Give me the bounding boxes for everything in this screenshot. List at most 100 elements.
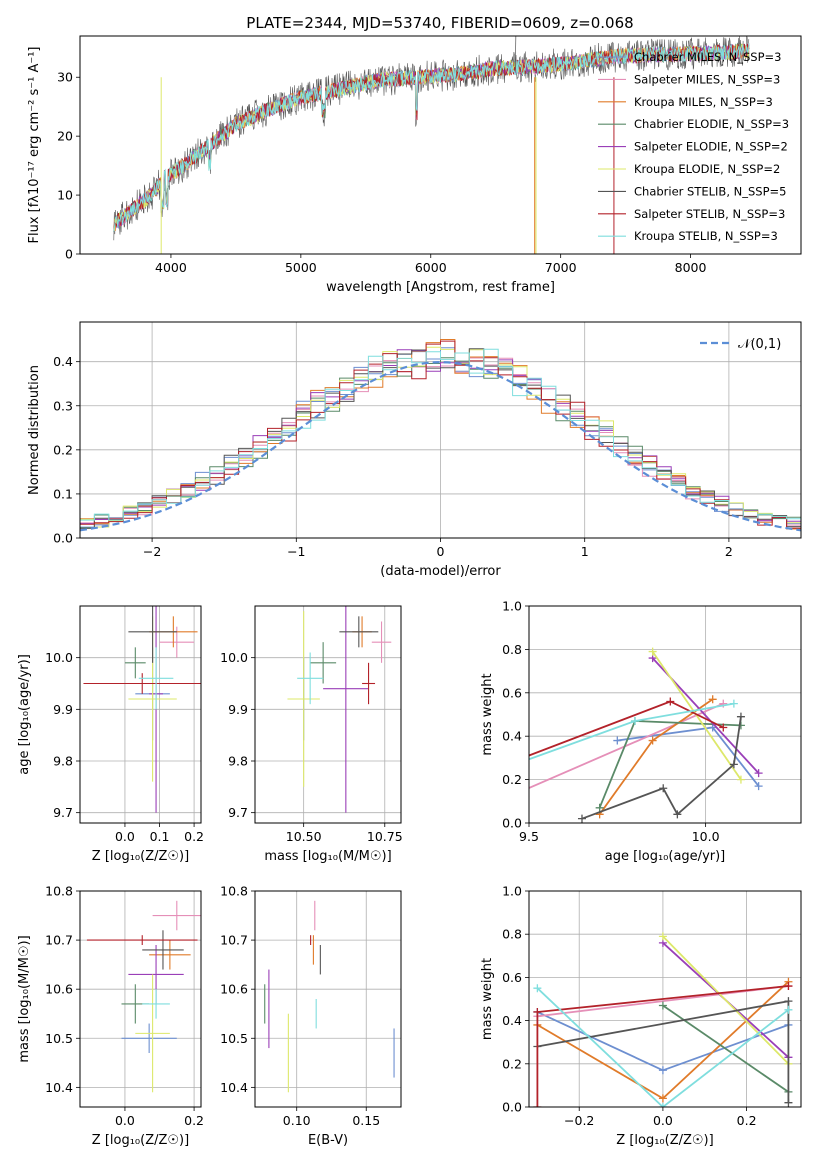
y-tick-label: 0.4 bbox=[53, 354, 73, 369]
legend-label: Salpeter ELODIE, N_SSP=2 bbox=[634, 140, 788, 154]
legend-label: Kroupa MILES, N_SSP=3 bbox=[634, 95, 773, 109]
y-axis-label: Flux [fλ10⁻¹⁷ erg cm⁻² s⁻¹ A⁻¹] bbox=[27, 47, 42, 244]
weight-marker bbox=[784, 982, 793, 991]
weight-marker bbox=[454, 815, 462, 823]
x-tick-label: 1 bbox=[581, 544, 589, 559]
y-tick-label: 0.0 bbox=[502, 816, 522, 831]
x-tick-label: 7000 bbox=[545, 260, 577, 275]
y-axis-label: mass weight bbox=[480, 958, 495, 1040]
y-tick-label: 10.5 bbox=[45, 1031, 73, 1046]
x-tick-label: 0.10 bbox=[283, 1113, 311, 1128]
x-axis-label: Z [log₁₀(Z/Z☉)] bbox=[616, 1133, 713, 1148]
x-tick-label: −0.2 bbox=[564, 1113, 594, 1128]
y-tick-label: 0.3 bbox=[53, 398, 73, 413]
x-axis-label: mass [log₁₀(M/M☉)] bbox=[264, 849, 391, 864]
z-age-panel: 0.0 0.1 0.2 9.7 9.8 9.9 10.0 Z [log₁₀(Z/Z☉)] age… bbox=[17, 605, 204, 864]
y-tick-label: 0.0 bbox=[502, 1100, 522, 1115]
y-tick-label: 0.1 bbox=[53, 486, 73, 501]
y-tick-label: 1.0 bbox=[502, 884, 522, 899]
y-tick-label: 10.4 bbox=[45, 1080, 73, 1095]
weight-line bbox=[536, 987, 789, 1107]
weight-marker bbox=[754, 782, 763, 791]
legend-label: 𝒩(0,1) bbox=[738, 337, 781, 352]
ebv-mass-panel: 0.10 0.15 10.4 10.5 10.6 10.7 10.8 E(B-V) bbox=[220, 884, 402, 1148]
y-tick-label: 10.7 bbox=[45, 933, 73, 948]
plot-area bbox=[83, 606, 201, 813]
axes-frame bbox=[79, 35, 802, 255]
x-axis-label: wavelength [Angstrom, rest frame] bbox=[326, 280, 555, 295]
weight-line bbox=[662, 1004, 789, 1093]
plot-area bbox=[264, 900, 395, 1093]
y-tick-label: 9.8 bbox=[228, 754, 248, 769]
axes-frame bbox=[79, 605, 202, 824]
weight-marker bbox=[708, 695, 717, 704]
plot-area bbox=[113, 36, 750, 254]
weight-line bbox=[529, 700, 724, 757]
y-tick-label: 30 bbox=[57, 70, 73, 85]
weight-marker bbox=[673, 810, 682, 819]
weight-line bbox=[662, 935, 790, 1065]
legend-label: Salpeter STELIB, N_SSP=3 bbox=[634, 207, 785, 221]
weight-marker bbox=[533, 984, 542, 993]
weight-marker bbox=[648, 736, 657, 745]
weight-marker bbox=[533, 1007, 542, 1016]
y-tick-label: 9.8 bbox=[53, 754, 73, 769]
x-tick-label: 6000 bbox=[415, 260, 447, 275]
y-tick-label: 0.4 bbox=[502, 729, 522, 744]
y-axis-label: Normed distribution bbox=[27, 365, 42, 495]
x-tick-label: 0.2 bbox=[184, 1113, 204, 1128]
weight-marker bbox=[719, 723, 728, 732]
weight-marker bbox=[736, 712, 745, 721]
axes-frame bbox=[528, 890, 802, 1108]
y-tick-label: 10.4 bbox=[220, 1080, 248, 1095]
x-tick-label: 0.2 bbox=[737, 1113, 757, 1128]
y-tick-label: 0 bbox=[65, 247, 73, 262]
plot-area bbox=[287, 606, 392, 813]
y-tick-label: 0.8 bbox=[502, 927, 522, 942]
legend-label: Chabrier ELODIE, N_SSP=3 bbox=[634, 117, 789, 131]
weight-marker bbox=[729, 699, 738, 708]
legend-label: Kroupa ELODIE, N_SSP=2 bbox=[634, 162, 780, 176]
weight-marker bbox=[784, 1098, 793, 1107]
y-tick-label: 10.8 bbox=[45, 884, 73, 899]
residuals-panel: −2 −1 0 1 2 0.0 0.1 0.2 0.3 0.4 (data-model)/error… bbox=[27, 321, 802, 579]
y-tick-label: 10.6 bbox=[45, 982, 73, 997]
axes-frame bbox=[79, 890, 202, 1108]
y-tick-label: 0.2 bbox=[502, 1056, 522, 1071]
y-tick-label: 0.2 bbox=[53, 442, 73, 457]
x-tick-label: 0.15 bbox=[352, 1113, 380, 1128]
y-tick-label: 10 bbox=[57, 188, 73, 203]
spectrum-panel: 4000 5000 6000 7000 8000 0 10 20 30 wavelength [A… bbox=[27, 35, 802, 295]
y-tick-label: 0.6 bbox=[502, 685, 522, 700]
weight-marker bbox=[729, 760, 738, 769]
y-tick-label: 0.8 bbox=[502, 642, 522, 657]
y-tick-label: 0.2 bbox=[502, 772, 522, 787]
histogram-step bbox=[80, 348, 801, 532]
y-tick-label: 10.7 bbox=[220, 933, 248, 948]
y-tick-label: 9.9 bbox=[53, 702, 73, 717]
weight-marker bbox=[658, 1103, 667, 1107]
weight-marker bbox=[658, 932, 667, 941]
z-mass-panel: 0.0 0.2 10.4 10.5 10.6 10.7 10.8 Z [log₁₀(Z/Z☉)… bbox=[17, 884, 204, 1149]
y-tick-label: 1.0 bbox=[502, 599, 522, 614]
x-tick-label: 10.0 bbox=[692, 829, 720, 844]
x-tick-label: 0.1 bbox=[150, 829, 170, 844]
y-tick-label: 10.0 bbox=[220, 650, 248, 665]
x-tick-label: −1 bbox=[287, 544, 305, 559]
weight-marker bbox=[659, 784, 668, 793]
age-weight-panel: 9.5 10.0 0.0 0.2 0.4 0.6 0.8 1.0 age [log₁₀(age/… bbox=[454, 599, 802, 864]
weight-marker bbox=[658, 1094, 667, 1103]
y-tick-label: 10.0 bbox=[45, 650, 73, 665]
spectrum-line bbox=[113, 43, 750, 233]
weight-marker bbox=[630, 717, 639, 726]
weight-line bbox=[651, 651, 742, 781]
y-tick-label: 9.7 bbox=[53, 805, 73, 820]
weight-marker bbox=[736, 721, 745, 730]
plot-area bbox=[86, 900, 201, 1093]
weight-marker bbox=[658, 1001, 667, 1010]
axes-frame bbox=[254, 890, 402, 1108]
x-tick-label: 0.2 bbox=[184, 829, 204, 844]
plot-area bbox=[80, 339, 801, 536]
y-axis-label: mass weight bbox=[480, 673, 495, 755]
